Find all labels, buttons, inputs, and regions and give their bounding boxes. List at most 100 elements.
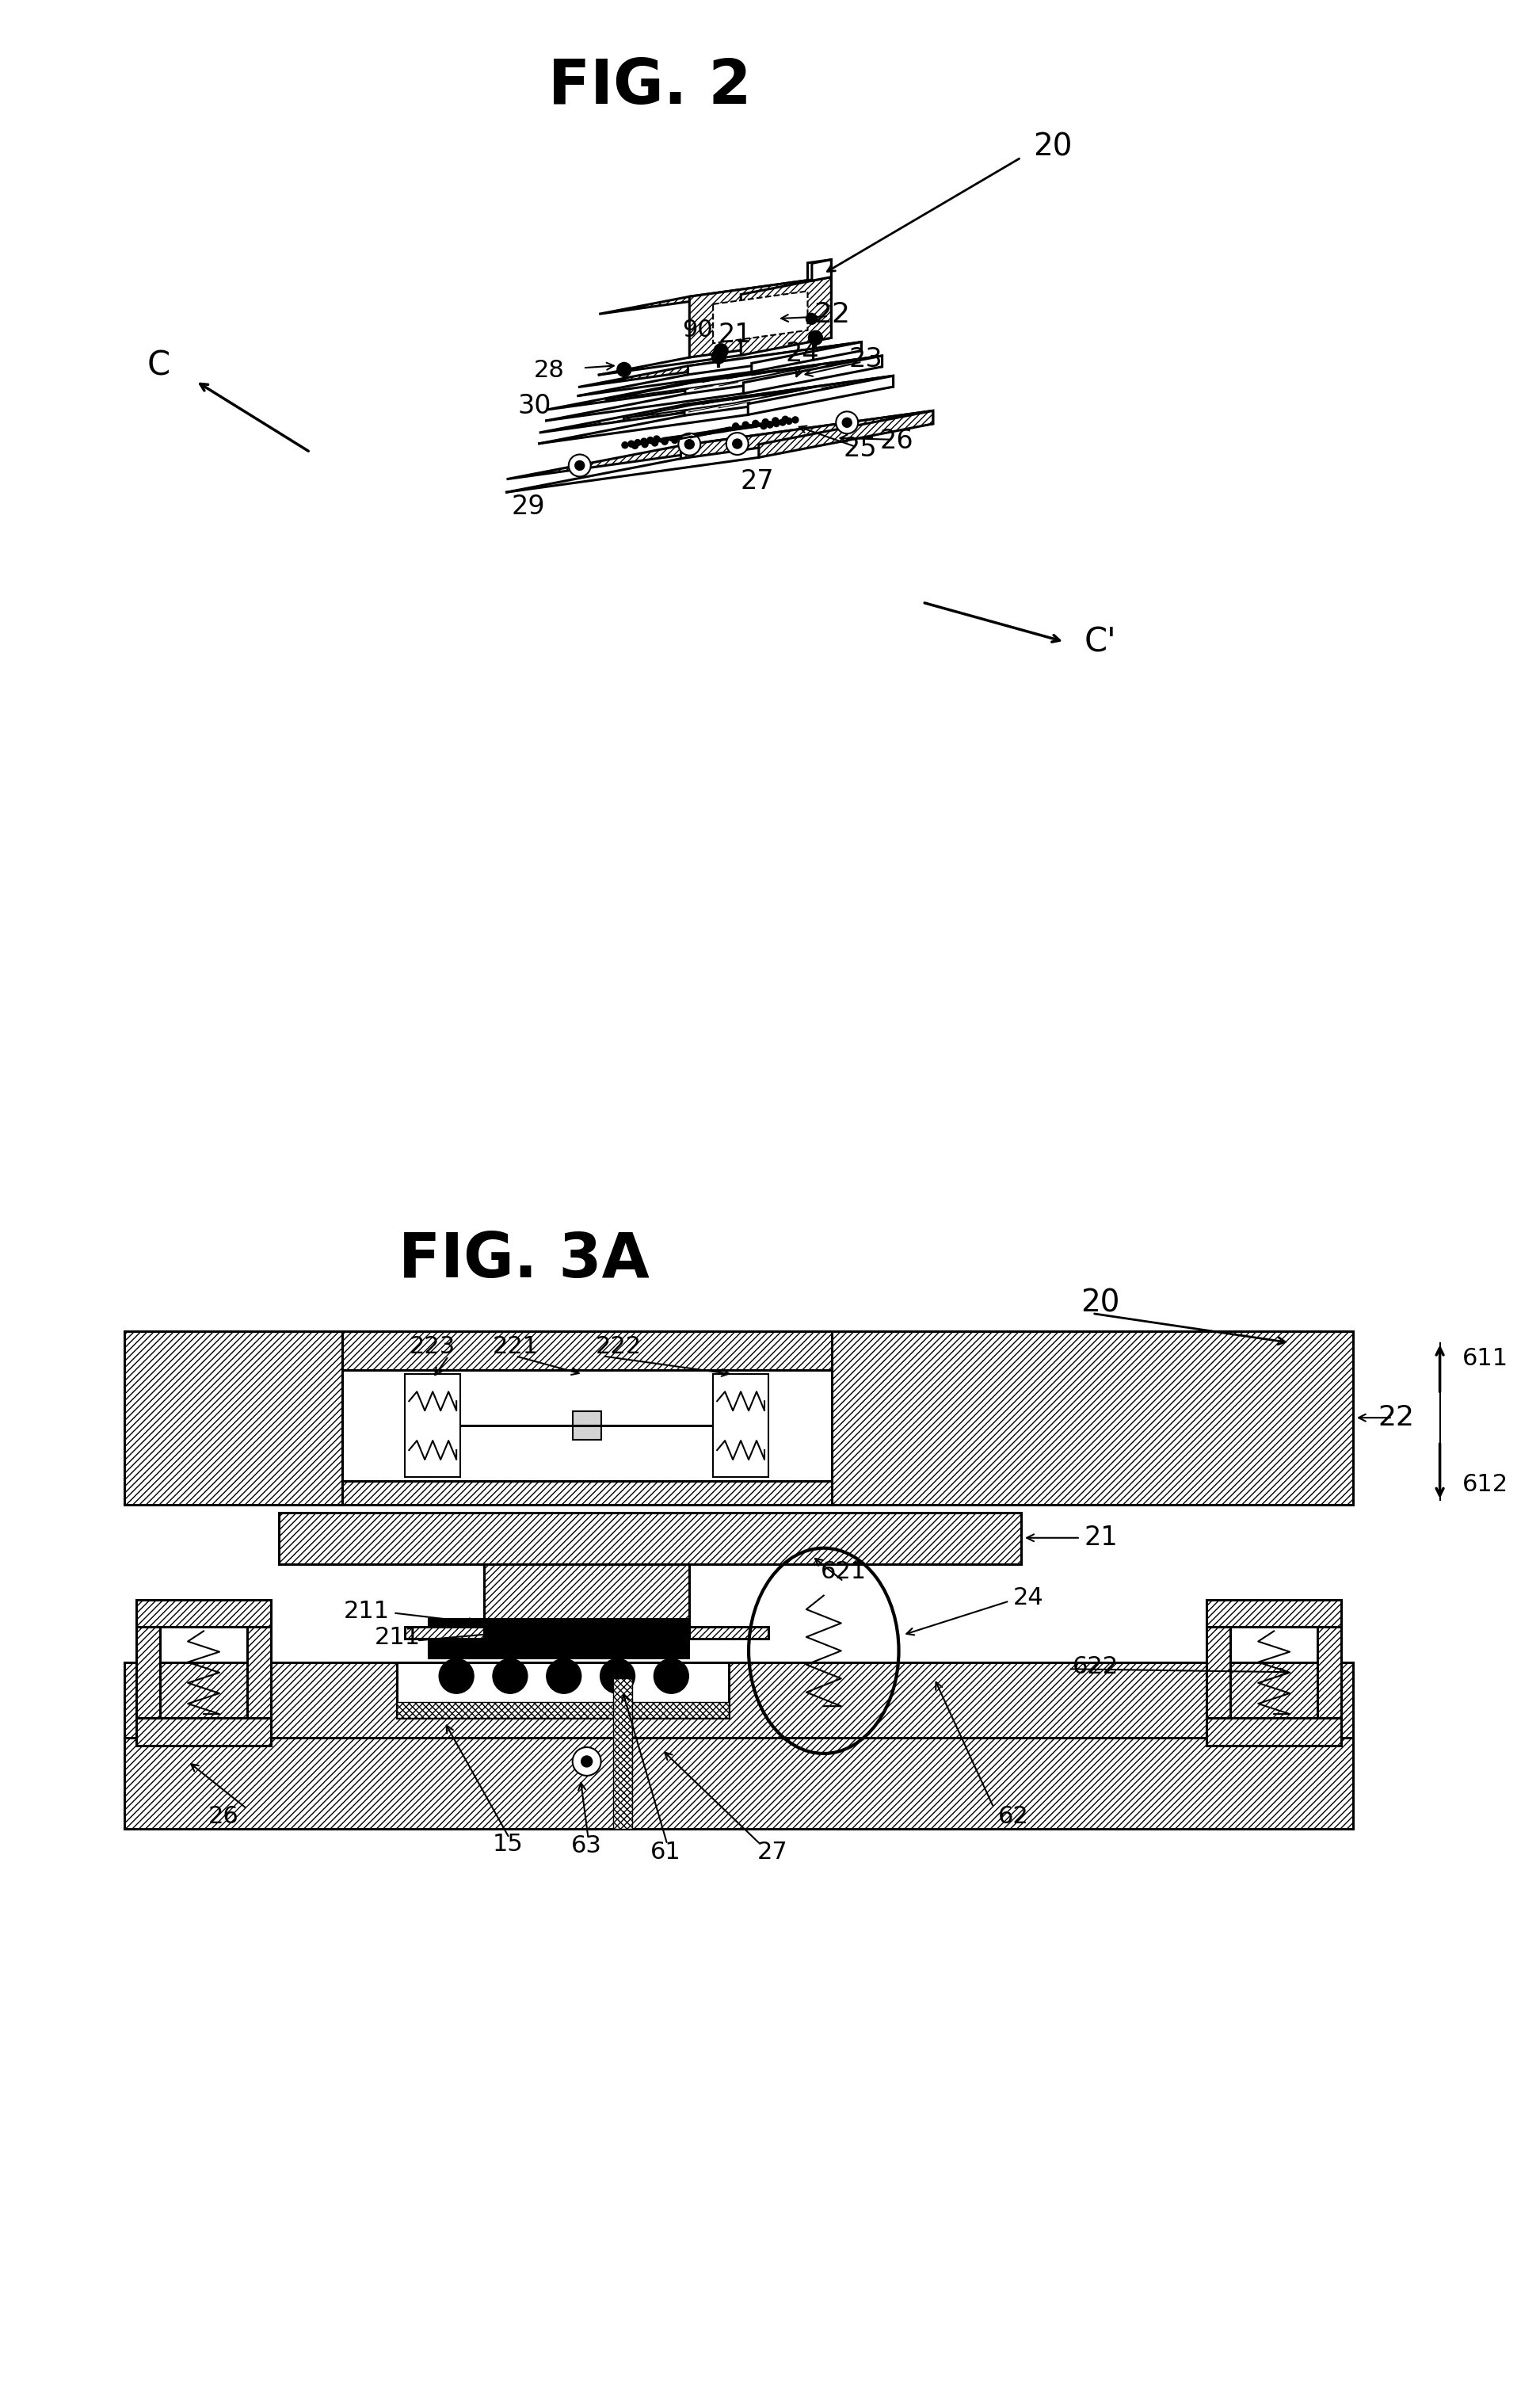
Text: C: C xyxy=(146,349,169,383)
Text: 27: 27 xyxy=(741,469,775,495)
Bar xyxy=(279,1512,1021,1565)
Bar xyxy=(137,1627,160,1718)
Text: 63: 63 xyxy=(571,1835,602,1857)
Circle shape xyxy=(842,419,852,428)
Circle shape xyxy=(767,421,773,428)
Polygon shape xyxy=(681,412,933,459)
Text: 90: 90 xyxy=(536,1620,567,1642)
Bar xyxy=(125,1737,1354,1828)
Text: 28: 28 xyxy=(534,359,565,383)
Polygon shape xyxy=(547,357,882,409)
Circle shape xyxy=(573,1747,601,1776)
Circle shape xyxy=(622,443,628,447)
Bar xyxy=(342,1331,832,1371)
Text: 622: 622 xyxy=(1072,1656,1118,1677)
Text: FIG. 2: FIG. 2 xyxy=(548,57,752,117)
Circle shape xyxy=(634,440,641,445)
Polygon shape xyxy=(685,357,882,395)
Text: FIG. 3A: FIG. 3A xyxy=(397,1230,648,1290)
Circle shape xyxy=(581,1756,593,1766)
Bar xyxy=(1207,1627,1230,1718)
Text: 23: 23 xyxy=(849,347,882,373)
Circle shape xyxy=(742,421,748,428)
Text: 90: 90 xyxy=(682,318,713,342)
Bar xyxy=(1207,1599,1341,1627)
Circle shape xyxy=(733,424,739,428)
Circle shape xyxy=(779,419,785,426)
Text: 61: 61 xyxy=(650,1840,681,1864)
Bar xyxy=(342,1371,832,1481)
Polygon shape xyxy=(539,376,893,433)
Text: 22: 22 xyxy=(815,302,850,328)
Text: 211: 211 xyxy=(374,1625,420,1649)
Polygon shape xyxy=(684,376,893,416)
Text: 20: 20 xyxy=(1081,1287,1120,1319)
Circle shape xyxy=(628,440,634,447)
Text: 62: 62 xyxy=(998,1804,1029,1828)
Circle shape xyxy=(785,419,792,424)
Text: 22: 22 xyxy=(1378,1405,1415,1431)
Polygon shape xyxy=(651,424,768,443)
Circle shape xyxy=(651,440,658,445)
Bar xyxy=(1207,1718,1341,1744)
Text: C': C' xyxy=(1084,625,1116,658)
Bar xyxy=(428,1620,690,1658)
Circle shape xyxy=(711,349,725,364)
Circle shape xyxy=(733,438,742,447)
Text: 621: 621 xyxy=(821,1560,867,1584)
Bar xyxy=(246,1627,271,1718)
Circle shape xyxy=(685,440,695,450)
Text: 24: 24 xyxy=(785,340,819,366)
Circle shape xyxy=(762,419,768,426)
Bar xyxy=(713,1374,768,1476)
Text: 221: 221 xyxy=(493,1335,539,1359)
Polygon shape xyxy=(744,357,882,392)
Bar xyxy=(484,1565,690,1627)
Bar xyxy=(342,1481,832,1505)
Circle shape xyxy=(642,440,648,447)
Circle shape xyxy=(782,416,788,424)
Text: 26: 26 xyxy=(208,1804,239,1828)
Polygon shape xyxy=(599,278,832,313)
Bar xyxy=(397,1663,728,1718)
Circle shape xyxy=(681,436,688,443)
Polygon shape xyxy=(688,342,861,376)
Text: 30: 30 xyxy=(517,392,551,419)
Text: 26: 26 xyxy=(879,428,913,455)
Bar xyxy=(397,1701,728,1718)
Bar xyxy=(137,1718,271,1744)
Polygon shape xyxy=(752,342,861,371)
Polygon shape xyxy=(622,390,804,419)
Text: 25: 25 xyxy=(842,436,876,462)
Circle shape xyxy=(547,1658,581,1694)
Circle shape xyxy=(773,421,779,426)
Circle shape xyxy=(493,1658,528,1694)
Text: 21: 21 xyxy=(718,321,752,347)
Circle shape xyxy=(631,443,638,450)
Bar xyxy=(125,1331,342,1505)
Circle shape xyxy=(678,433,701,455)
Circle shape xyxy=(653,436,659,443)
Bar xyxy=(832,1331,1354,1505)
Polygon shape xyxy=(748,376,893,414)
Circle shape xyxy=(662,438,668,445)
Text: 223: 223 xyxy=(410,1335,456,1359)
Circle shape xyxy=(641,438,647,445)
Text: 29: 29 xyxy=(511,493,545,519)
Bar xyxy=(613,1677,631,1828)
Circle shape xyxy=(772,416,779,424)
Circle shape xyxy=(727,433,748,455)
Polygon shape xyxy=(812,258,832,280)
Text: 27: 27 xyxy=(758,1840,788,1864)
Circle shape xyxy=(836,412,858,433)
Polygon shape xyxy=(507,412,933,479)
Bar xyxy=(405,1627,484,1639)
Text: 222: 222 xyxy=(596,1335,641,1359)
Text: 211: 211 xyxy=(343,1601,390,1622)
Circle shape xyxy=(808,330,822,345)
Bar xyxy=(405,1374,460,1476)
Polygon shape xyxy=(759,412,933,457)
Polygon shape xyxy=(807,258,832,280)
Bar xyxy=(1317,1627,1341,1718)
Text: 24: 24 xyxy=(1013,1587,1044,1610)
